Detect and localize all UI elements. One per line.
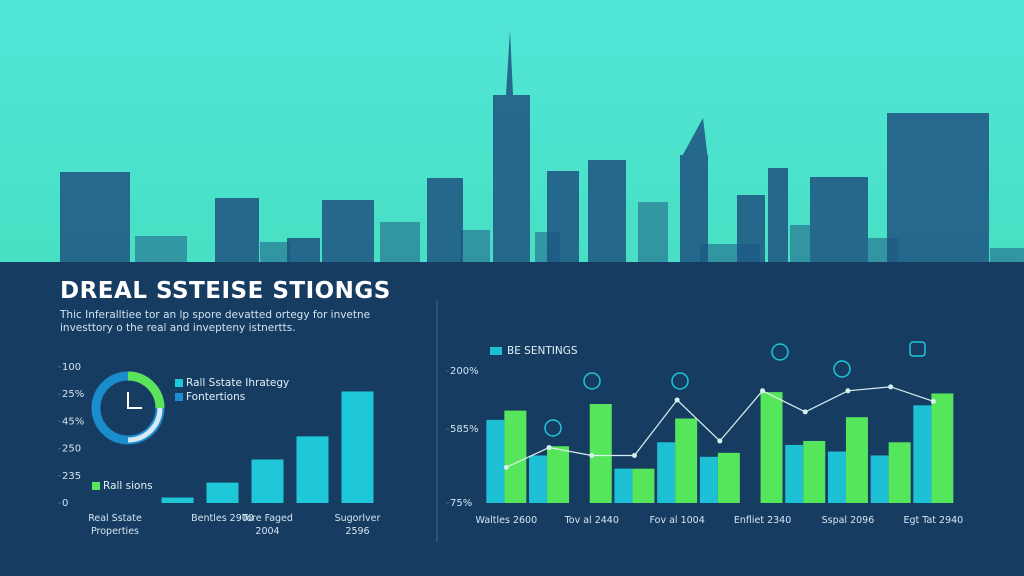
bar [803, 440, 826, 503]
legend-swatch [175, 393, 183, 401]
x-tick-label: Bentles 2900 [191, 513, 254, 524]
line-point [589, 452, 595, 458]
bar [675, 418, 698, 503]
title: DREAL SSTEISE STIONGS [60, 278, 391, 304]
bar [785, 444, 804, 503]
line-point [930, 398, 936, 404]
bar [888, 442, 911, 503]
bar [827, 451, 846, 503]
y-tick-label: 200% [450, 366, 479, 377]
y-tick-label: 0 [62, 498, 68, 509]
line-point [802, 409, 808, 415]
line-point [674, 397, 680, 403]
line-point [845, 388, 851, 394]
bar [251, 459, 284, 503]
bar [504, 410, 527, 503]
x-tick-label: Waltles 2600 [475, 515, 538, 526]
y-tick-label: 250 [62, 444, 81, 455]
y-tick-label: 235 [62, 471, 81, 482]
bar [589, 404, 612, 503]
x-axis-label: Real Sstate Properties [88, 513, 142, 537]
line-point [503, 464, 509, 470]
bar [717, 452, 740, 503]
legend-swatch [175, 379, 183, 387]
bar [870, 455, 889, 503]
x-tick-label: Sugorlver 2596 [334, 513, 381, 537]
legend-label: Rall Sstate Ihrategy [186, 377, 289, 389]
bar [657, 442, 676, 503]
icons [544, 341, 926, 437]
bar [529, 455, 548, 503]
line-point [760, 388, 766, 394]
legend-label: Rall sions [103, 480, 153, 492]
x-tick-label: Tov al 2440 [564, 515, 619, 526]
bar [931, 393, 954, 503]
bar [341, 391, 374, 503]
bar [845, 417, 868, 503]
skyline [60, 30, 1024, 262]
bar [296, 436, 329, 503]
y-tick-label: 25% [62, 389, 84, 400]
bar [486, 419, 505, 503]
bar [760, 392, 783, 503]
bar [614, 468, 633, 503]
line-point [546, 445, 552, 451]
legend-label: Fontertions [186, 391, 245, 403]
x-tick-label: Enfliet 2340 [733, 515, 792, 526]
legend-label: BE SENTINGS [507, 345, 578, 357]
x-tick-label: Tore Faged 2004 [242, 513, 293, 537]
bar [699, 456, 718, 503]
y-tick-label: 585% [450, 424, 479, 435]
y-tick-label: 75% [450, 498, 472, 509]
bar [632, 468, 655, 503]
donut [91, 371, 165, 445]
legend-swatch [92, 482, 100, 490]
x-tick-label: Egt Tat 2940 [903, 515, 964, 526]
x-tick-label: Sspal 2096 [821, 515, 875, 526]
bar [547, 446, 570, 503]
bar [161, 497, 194, 503]
bar [206, 482, 239, 503]
x-tick-label: Fov al 1004 [649, 515, 705, 526]
line-point [888, 384, 894, 390]
y-tick-label: 45% [62, 416, 84, 427]
description: Thic Inferalltiee tor an lp spore devatt… [60, 309, 371, 334]
y-tick-label: 100 [62, 362, 81, 373]
bar [913, 405, 932, 503]
legend-swatch [490, 347, 502, 355]
line-point [717, 438, 723, 444]
line-point [631, 452, 637, 458]
